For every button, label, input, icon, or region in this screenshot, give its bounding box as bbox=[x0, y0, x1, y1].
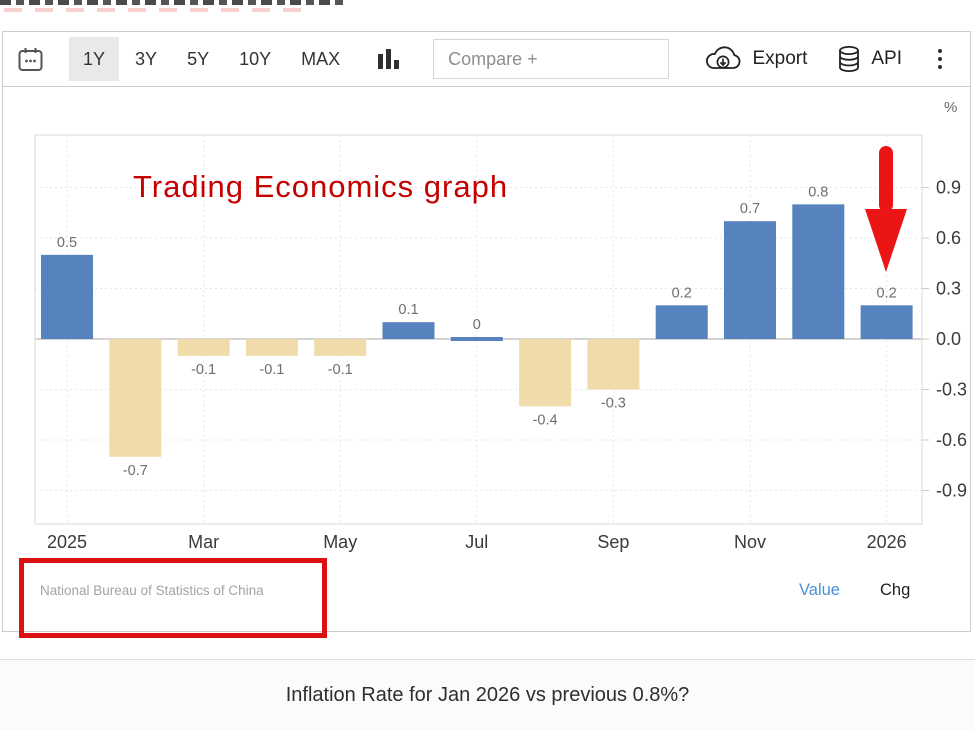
compare-input[interactable] bbox=[433, 39, 670, 79]
bar-chart-type-icon bbox=[378, 49, 400, 69]
cropped-text-remnant bbox=[0, 0, 348, 5]
red-highlight-box bbox=[19, 558, 327, 638]
range-max-button[interactable]: MAX bbox=[287, 37, 354, 81]
range-10y-button[interactable]: 10Y bbox=[225, 37, 285, 81]
kebab-menu-icon bbox=[938, 49, 942, 53]
api-button[interactable]: API bbox=[837, 45, 902, 73]
chg-toggle-link[interactable]: Chg bbox=[880, 581, 911, 599]
toolbar-right-tools: Export API bbox=[704, 45, 956, 73]
data-source-label: National Bureau of Statistics of China bbox=[40, 583, 264, 598]
calendar-icon bbox=[18, 47, 43, 71]
chart-card: 1Y 3Y 5Y 10Y MAX bbox=[2, 31, 971, 632]
range-3y-button[interactable]: 3Y bbox=[121, 37, 171, 81]
question-text: Inflation Rate for Jan 2026 vs previous … bbox=[285, 684, 690, 706]
value-toggle-link[interactable]: Value bbox=[799, 581, 840, 599]
range-1y-button[interactable]: 1Y bbox=[69, 37, 120, 81]
cropped-underline-remnant bbox=[4, 8, 304, 12]
cloud-download-icon bbox=[706, 46, 741, 69]
range-5y-button[interactable]: 5Y bbox=[173, 37, 223, 81]
api-label: API bbox=[871, 48, 902, 69]
y-axis-unit-label: % bbox=[944, 99, 958, 116]
chart-toolbar: 1Y 3Y 5Y 10Y MAX bbox=[3, 32, 970, 87]
calendar-button[interactable] bbox=[17, 46, 44, 73]
question-panel: Inflation Rate for Jan 2026 vs previous … bbox=[0, 659, 975, 730]
kebab-menu-button[interactable] bbox=[932, 45, 948, 73]
database-icon bbox=[839, 46, 860, 72]
red-overlay-annotation-text: Trading Economics graph bbox=[133, 169, 509, 204]
export-button[interactable]: Export bbox=[704, 45, 807, 73]
export-label: Export bbox=[752, 48, 808, 69]
chart-type-button[interactable] bbox=[377, 46, 401, 72]
